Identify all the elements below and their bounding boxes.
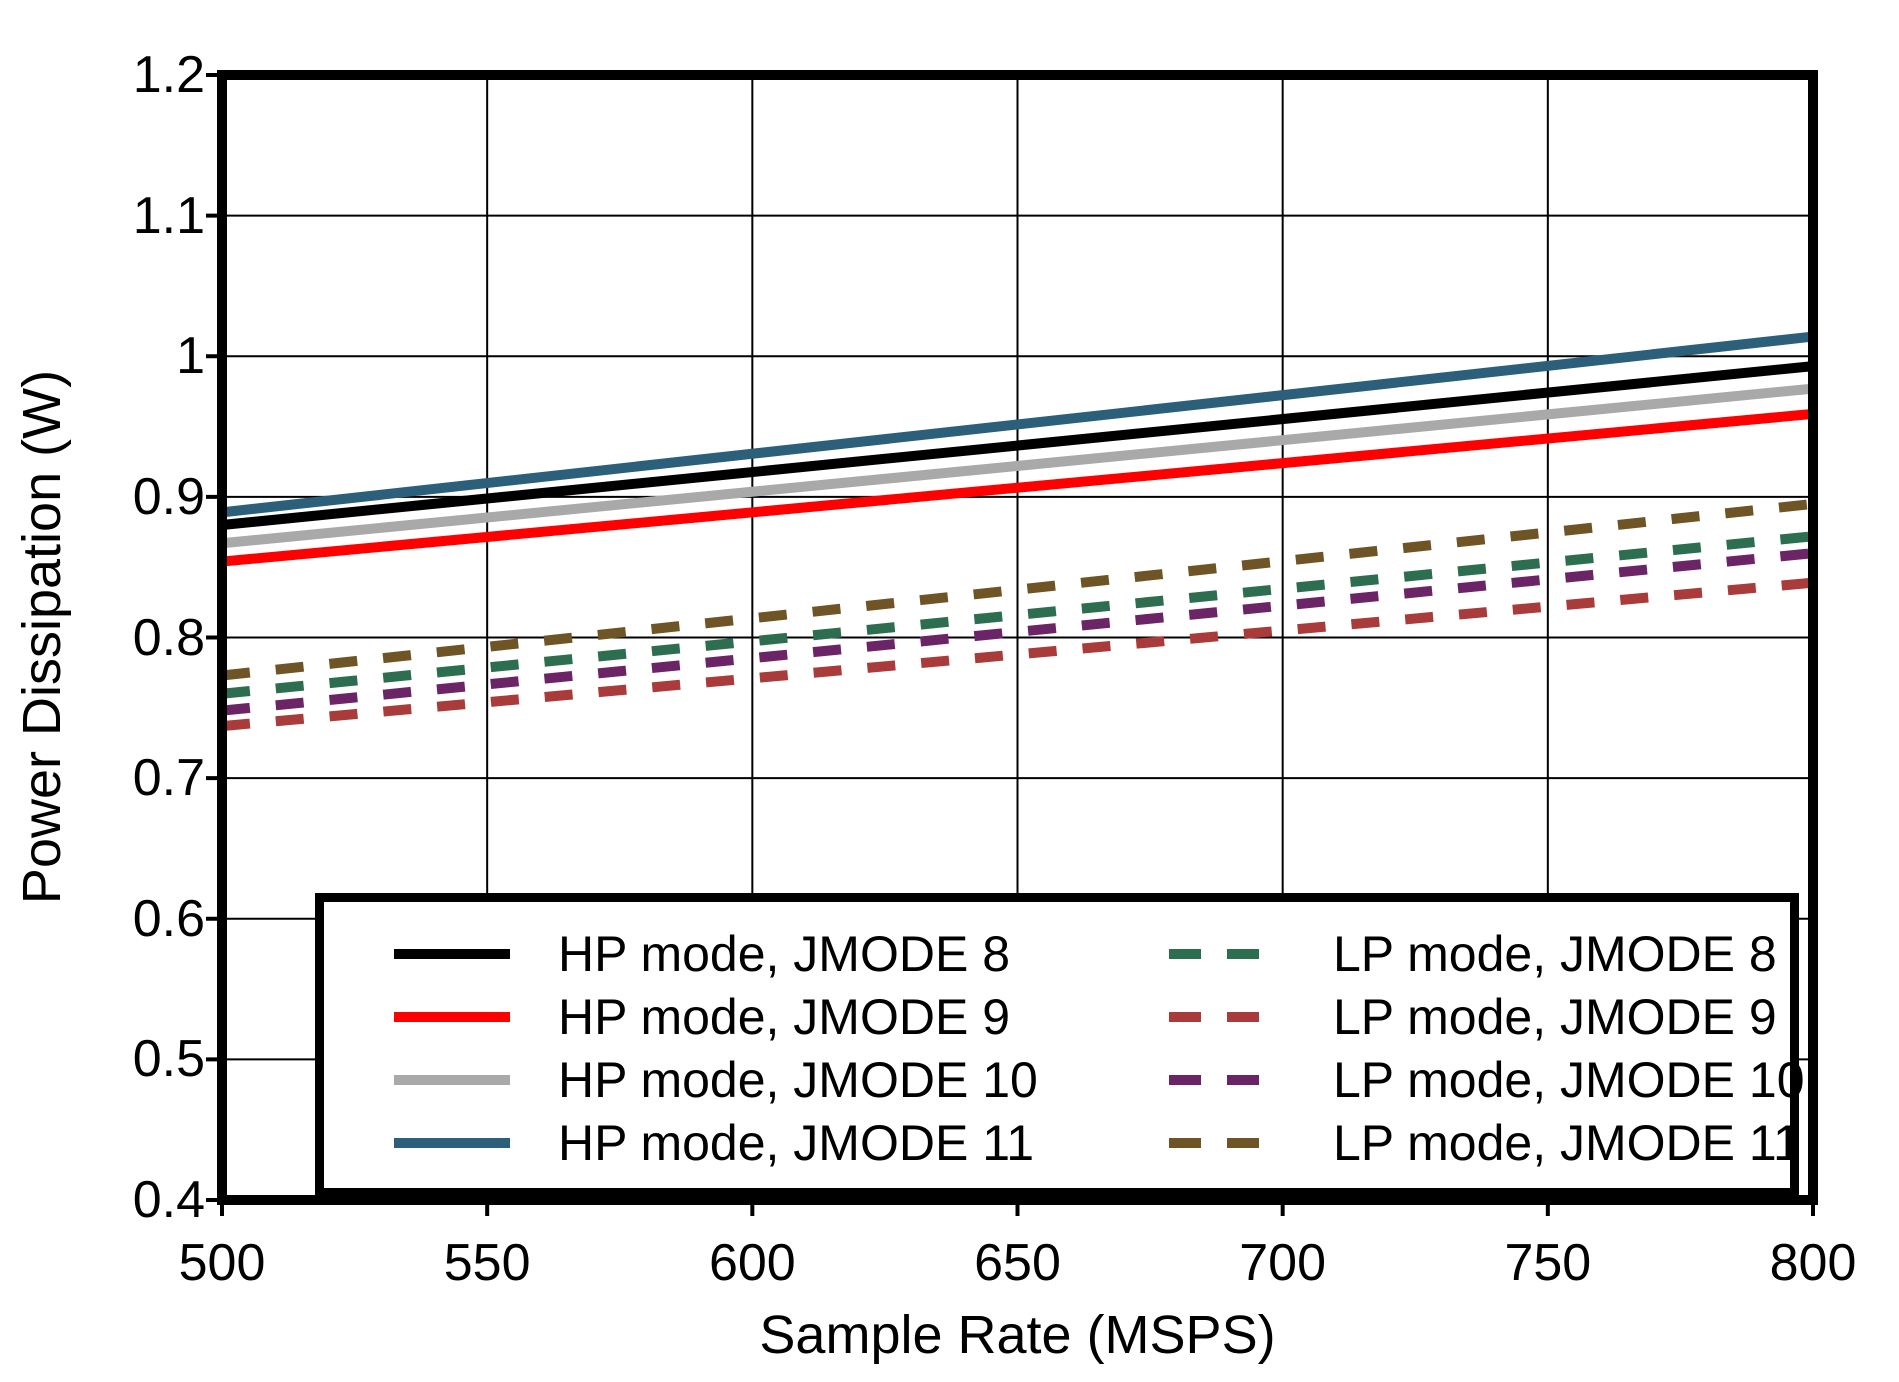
- series-line: [221, 361, 1814, 530]
- y-tick-label: 0.8: [132, 608, 205, 667]
- legend-label: LP mode, JMODE 8: [1333, 925, 1777, 982]
- legend-entry-lp-jmode-8: LP mode, JMODE 8: [1169, 922, 1805, 985]
- hp-jmode-11-line-sample: [394, 1137, 510, 1148]
- lp-jmode-10-line-sample: [1169, 1074, 1285, 1085]
- x-tick-label: 500: [178, 1234, 266, 1292]
- y-tick-label: 0.5: [132, 1030, 205, 1089]
- legend-entry-hp-jmode-8: HP mode, JMODE 8: [394, 922, 1169, 985]
- x-axis-title: Sample Rate (MSPS): [759, 1305, 1276, 1365]
- y-tick-label: 0.9: [132, 467, 205, 526]
- hp-jmode-8-line-sample: [394, 948, 510, 959]
- y-tick-label: 0.6: [132, 889, 205, 948]
- legend-label: HP mode, JMODE 9: [558, 988, 1011, 1045]
- legend-entry-lp-jmode-9: LP mode, JMODE 9: [1169, 985, 1805, 1048]
- y-tick-label: 0.4: [132, 1171, 205, 1229]
- y-tick-label: 0.7: [132, 749, 205, 808]
- plot-border: [217, 70, 1818, 1205]
- lp-jmode-9-line-sample: [1169, 1011, 1285, 1022]
- series-line: [221, 331, 1814, 518]
- hp-jmode-10-line-sample: [394, 1074, 510, 1085]
- legend: HP mode, JMODE 8 HP mode, JMODE 9 HP mod…: [315, 893, 1805, 1197]
- x-tick-label: 550: [443, 1234, 531, 1292]
- legend-entry-lp-jmode-10: LP mode, JMODE 10: [1169, 1048, 1805, 1111]
- legend-entry-lp-jmode-11: LP mode, JMODE 11: [1169, 1111, 1805, 1174]
- x-tick-label: 700: [1239, 1234, 1327, 1292]
- legend-label: LP mode, JMODE 11: [1333, 1114, 1801, 1171]
- data-series-lines: [221, 331, 1814, 732]
- lp-jmode-8-line-sample: [1169, 948, 1285, 959]
- y-axis-title: Power Dissipation (W): [12, 369, 72, 905]
- x-tick-label: 650: [974, 1234, 1061, 1292]
- series-line: [221, 383, 1814, 549]
- legend-entry-hp-jmode-10: HP mode, JMODE 10: [394, 1048, 1169, 1111]
- legend-label: HP mode, JMODE 10: [558, 1051, 1038, 1108]
- legend-label: HP mode, JMODE 11: [558, 1114, 1035, 1171]
- series-line: [221, 408, 1814, 567]
- legend-label: LP mode, JMODE 9: [1333, 988, 1777, 1045]
- y-tick-label: 1.1: [132, 186, 205, 245]
- x-tick-label: 600: [708, 1234, 796, 1292]
- x-tick-label: 750: [1504, 1234, 1592, 1292]
- legend-label: HP mode, JMODE 8: [558, 925, 1011, 982]
- hp-jmode-9-line-sample: [394, 1011, 510, 1022]
- y-tick-label: 1.2: [132, 46, 205, 104]
- legend-entry-hp-jmode-11: HP mode, JMODE 11: [394, 1111, 1169, 1174]
- y-tick-label: 1: [176, 327, 205, 386]
- legend-label: LP mode, JMODE 10: [1333, 1051, 1805, 1108]
- lp-jmode-11-line-sample: [1169, 1137, 1285, 1148]
- x-tick-label: 800: [1769, 1234, 1857, 1292]
- legend-entry-hp-jmode-9: HP mode, JMODE 9: [394, 985, 1169, 1048]
